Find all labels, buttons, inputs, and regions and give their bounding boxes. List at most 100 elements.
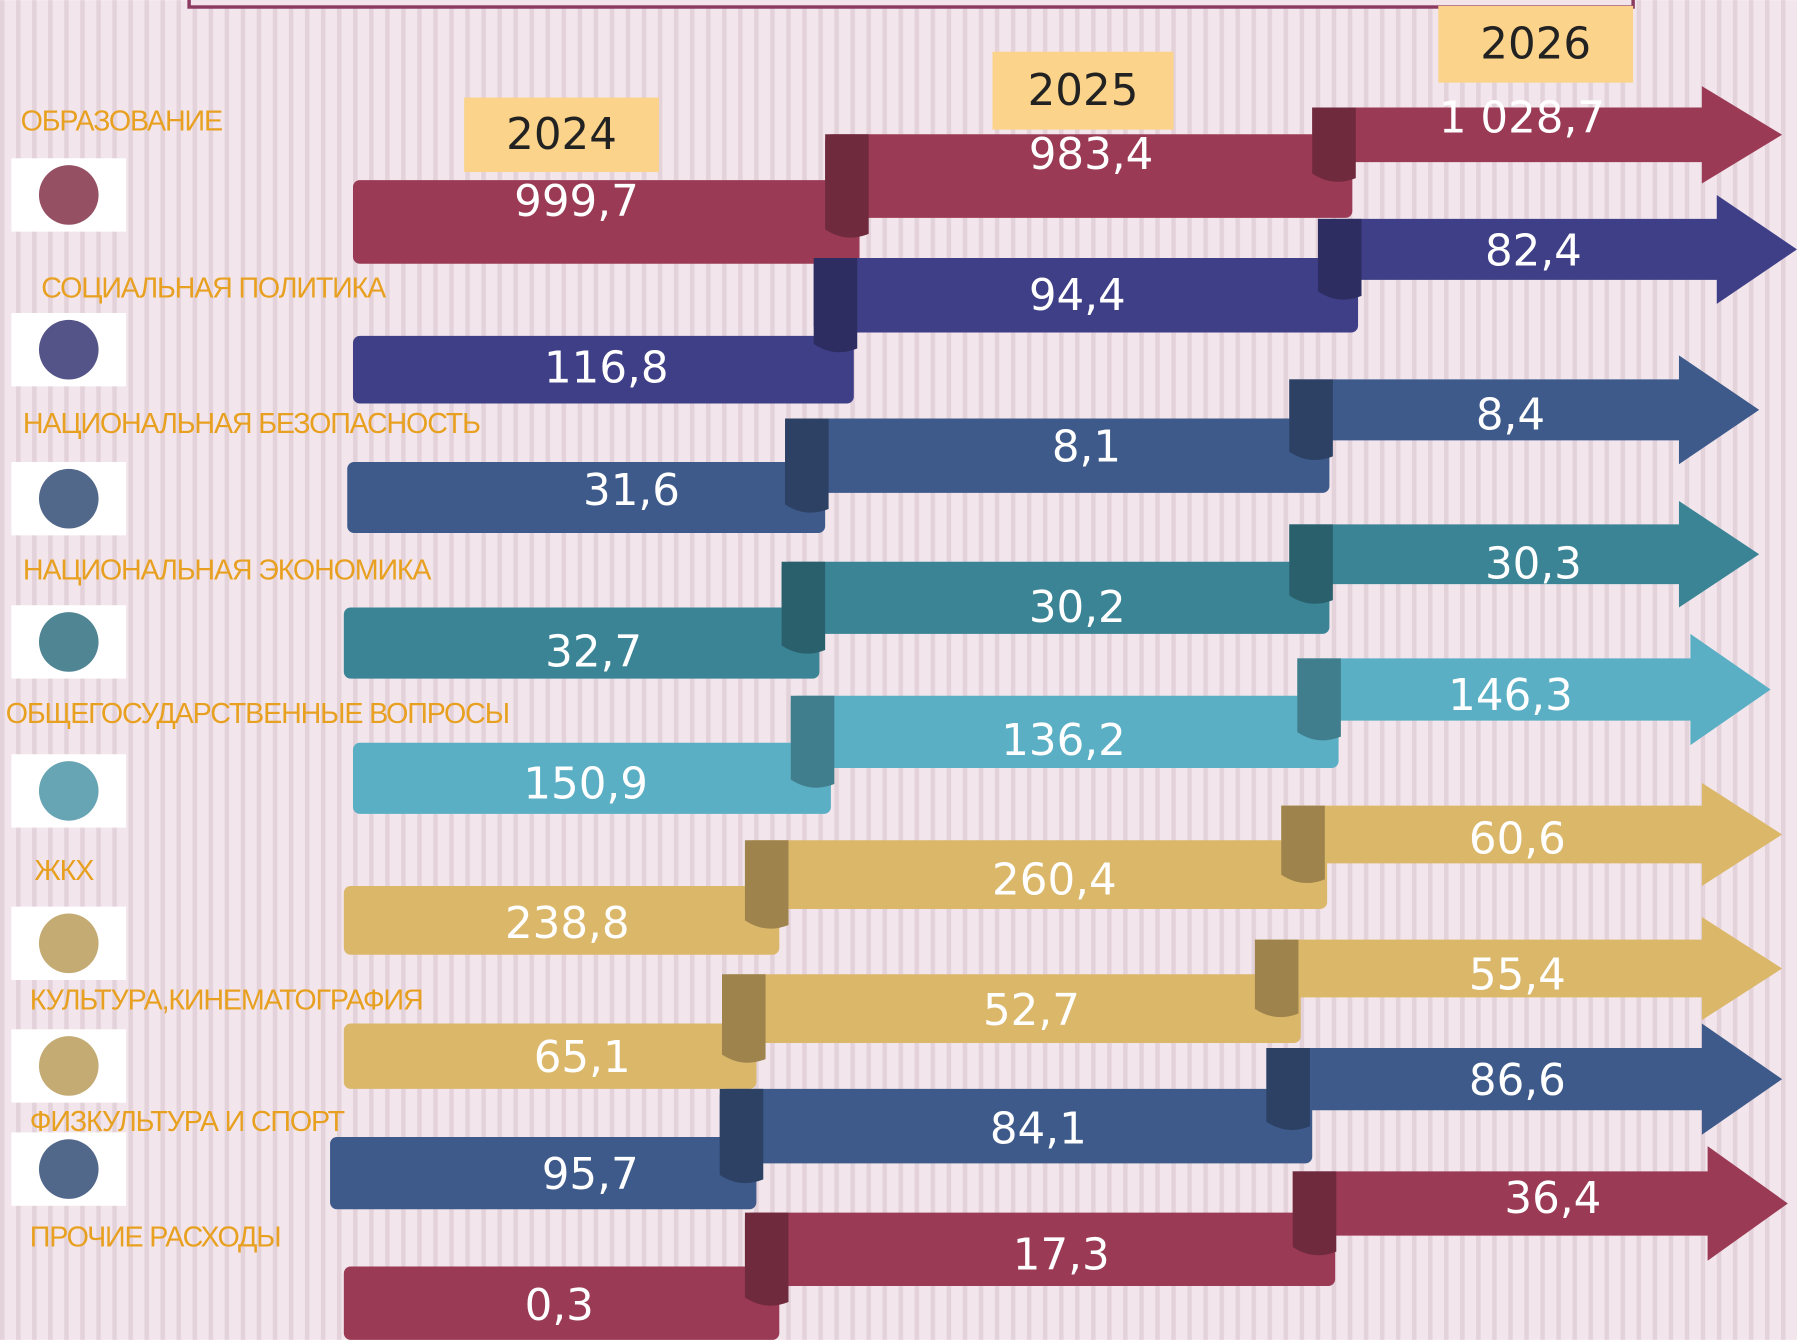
ribbon-segment [813, 257, 1359, 333]
ribbon-arrow [1289, 500, 1760, 608]
ribbon-fold [785, 418, 829, 513]
category-icon [11, 906, 127, 981]
category-label: ОБРАЗОВАНИЕ [21, 105, 222, 137]
ribbon-segment [347, 461, 826, 534]
icon-shape [38, 612, 99, 672]
icon-shape [38, 319, 99, 380]
category-label: ОБЩЕГОСУДАРСТВЕННЫЕ ВОПРОСЫ [6, 698, 509, 730]
icon-shape [38, 913, 99, 974]
year-label: 2026 [1480, 20, 1591, 70]
category-icon [11, 754, 127, 828]
year-box [1438, 5, 1634, 83]
ribbon-segment [343, 886, 780, 955]
value-label: 60,6 [1469, 814, 1566, 864]
ribbon-segment [781, 561, 1330, 634]
ribbon-segment [352, 742, 831, 814]
ribbon-arrow [1254, 916, 1783, 1021]
ribbon-segment [352, 335, 854, 404]
value-label: 146,3 [1448, 671, 1573, 721]
category-label: НАЦИОНАЛЬНАЯ БЕЗОПАСНОСТЬ [23, 408, 480, 440]
category-icon [11, 605, 127, 679]
value-label: 8,1 [1052, 422, 1121, 472]
ribbon-segment [825, 134, 1353, 218]
icon-shape [38, 468, 99, 529]
ribbon-segment [719, 1088, 1313, 1164]
ribbon-segment [343, 607, 820, 679]
value-label: 17,3 [1013, 1230, 1110, 1280]
value-label: 136,2 [1001, 716, 1126, 766]
ribbon-segment [352, 180, 860, 264]
ribbon-fold [1289, 524, 1333, 604]
ribbon-fold [1254, 939, 1299, 1018]
value-label: 31,6 [583, 466, 680, 516]
ribbon-arrow [1317, 194, 1797, 304]
value-label: 116,8 [544, 343, 669, 393]
year-label: 2025 [1028, 66, 1139, 116]
value-label: 0,3 [525, 1281, 594, 1331]
ribbon-segment [343, 1023, 757, 1089]
ribbon-fold [744, 840, 789, 929]
ribbon-segment [343, 1266, 780, 1340]
category-label: КУЛЬТУРА,КИНЕМАТОГРАФИЯ [30, 984, 423, 1016]
icon-shape [38, 1036, 99, 1096]
ribbon-segment [744, 1212, 1336, 1286]
ribbon-fold [813, 257, 858, 353]
year-box [992, 51, 1174, 130]
ribbon-segment [330, 1137, 757, 1210]
value-label: 94,4 [1029, 271, 1126, 321]
icon-shape [38, 761, 99, 821]
ribbon-fold [1297, 658, 1341, 741]
category-icon [11, 158, 127, 232]
ribbon-fold [1292, 1171, 1337, 1256]
year-box [464, 97, 659, 173]
labels: ОБРАЗОВАНИЕ СОЦИАЛЬНАЯ ПОЛИТИКА НАЦИОНАЛЬН… [6, 5, 1634, 1254]
icon-shape [38, 1139, 99, 1199]
category-icon [11, 313, 127, 387]
ribbon-segment [790, 695, 1339, 768]
value-label: 52,7 [983, 986, 1080, 1036]
ribbon-segment [785, 418, 1330, 493]
category-label: ЖКХ [34, 855, 94, 887]
value-label: 983,4 [1029, 130, 1154, 180]
ribbon-fold [719, 1088, 764, 1184]
ribbons: 999,7 983,4 1 028,7 116,8 94,4 82,4 31,6 8,1 8,4… [330, 86, 1797, 1340]
ribbon-fold [1266, 1048, 1310, 1130]
value-label: 999,7 [514, 177, 639, 227]
value-label: 30,2 [1029, 583, 1126, 633]
title-bar [187, 0, 1635, 9]
year-label: 2024 [506, 110, 617, 160]
value-label: 86,6 [1469, 1056, 1566, 1106]
value-label: 32,7 [545, 628, 642, 678]
category-icon [11, 1132, 127, 1206]
ribbon-fold [722, 974, 766, 1063]
value-label: 36,4 [1504, 1174, 1601, 1224]
value-label: 82,4 [1485, 226, 1582, 276]
ribbon-arrow [1289, 355, 1760, 465]
value-label: 260,4 [992, 856, 1117, 906]
value-label: 150,9 [523, 759, 648, 809]
icon-shape [38, 165, 99, 225]
ribbon-arrow [1292, 1146, 1788, 1261]
ribbon-fold [1289, 379, 1333, 461]
ribbon-arrow [1281, 782, 1783, 887]
value-label: 65,1 [534, 1033, 631, 1083]
value-label: 8,4 [1476, 390, 1545, 440]
ribbon-fold [825, 134, 869, 238]
value-label: 84,1 [990, 1104, 1087, 1154]
value-label: 55,4 [1469, 951, 1566, 1001]
ribbon-segment [722, 974, 1301, 1044]
ribbon-fold [744, 1212, 789, 1306]
ribbon-arrow [1312, 86, 1783, 184]
ribbon-fold [1317, 218, 1362, 300]
category-label: ПРОЧИЕ РАСХОДЫ [30, 1222, 281, 1254]
ribbon-segment [744, 840, 1328, 909]
value-label: 238,8 [505, 899, 630, 949]
category-icon [11, 1029, 127, 1103]
value-label: 1 028,7 [1439, 93, 1605, 143]
value-label: 30,3 [1485, 539, 1582, 589]
ribbon-arrow [1297, 633, 1771, 746]
category-label: НАЦИОНАЛЬНАЯ ЭКОНОМИКА [23, 555, 433, 587]
ribbon-fold [781, 561, 826, 654]
